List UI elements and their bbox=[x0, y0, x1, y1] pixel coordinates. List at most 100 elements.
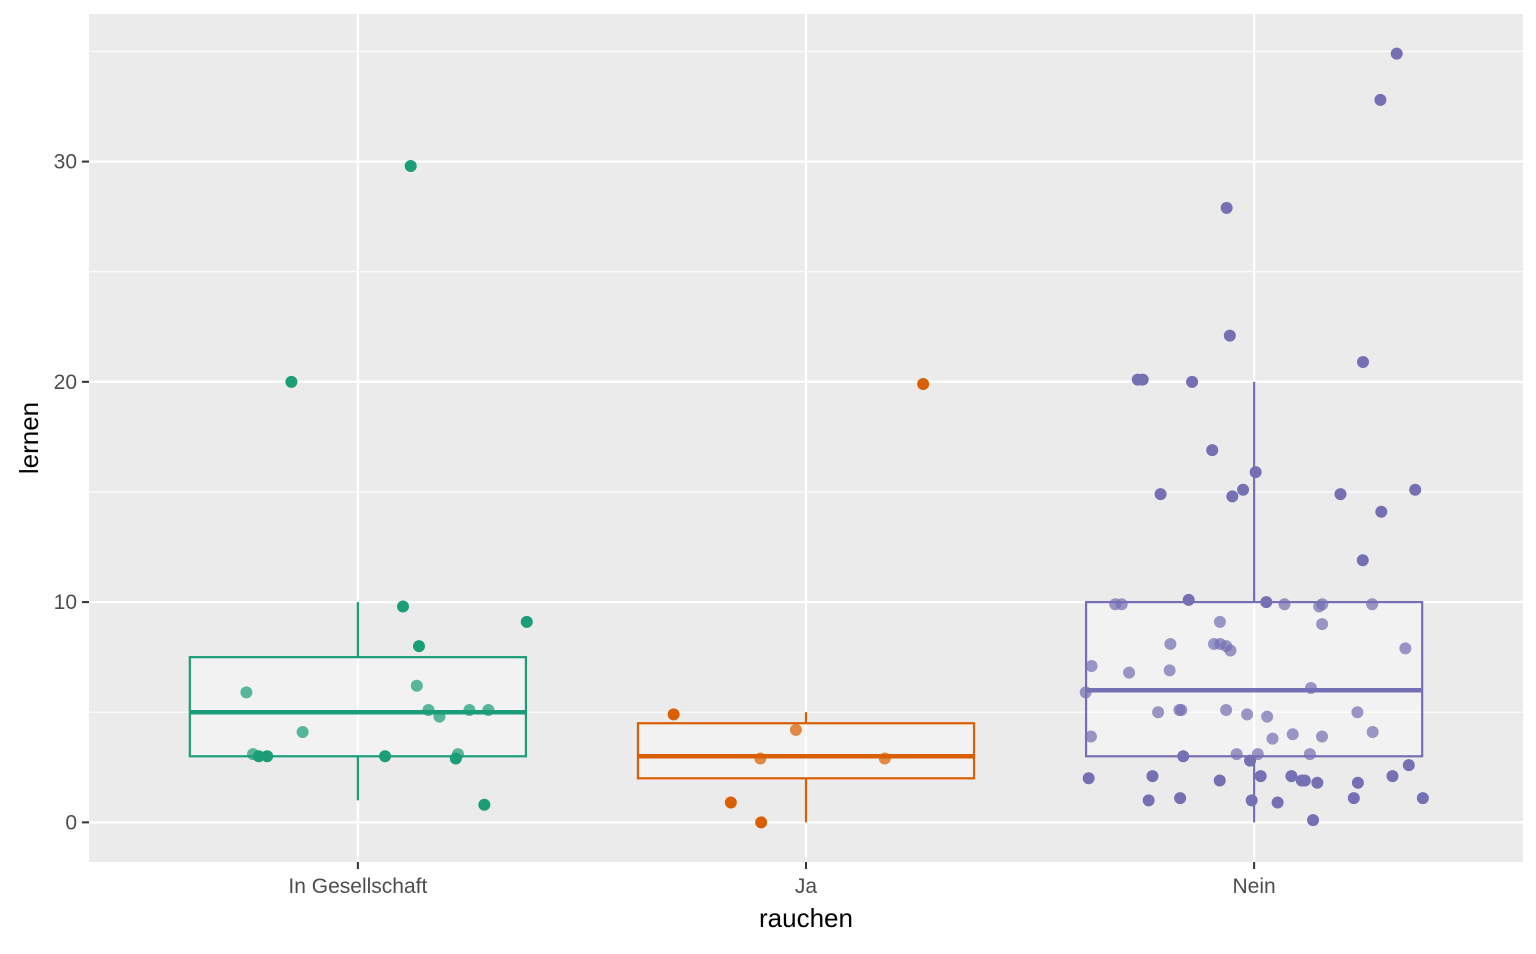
data-point bbox=[1226, 490, 1239, 503]
x-tick-label: Nein bbox=[1233, 875, 1276, 898]
data-point bbox=[789, 723, 802, 736]
data-point bbox=[1298, 774, 1311, 787]
data-point bbox=[412, 640, 425, 653]
data-point bbox=[1334, 488, 1347, 501]
data-point bbox=[1307, 814, 1320, 827]
data-point bbox=[1142, 794, 1155, 807]
data-point bbox=[1351, 776, 1364, 789]
box-iqr bbox=[636, 722, 976, 780]
x-axis: In Gesellschaft Ja Nein bbox=[288, 862, 1276, 898]
box-iqr bbox=[188, 656, 528, 758]
data-point bbox=[1386, 770, 1399, 783]
data-point bbox=[1164, 637, 1177, 650]
data-point bbox=[667, 708, 680, 721]
data-point bbox=[1082, 772, 1095, 785]
data-point bbox=[1278, 598, 1291, 611]
data-point bbox=[482, 704, 495, 717]
data-point bbox=[240, 686, 253, 699]
box-iqr bbox=[1084, 600, 1424, 758]
data-point bbox=[1174, 792, 1187, 805]
data-point bbox=[404, 159, 417, 172]
data-point bbox=[1182, 593, 1195, 606]
data-point bbox=[1366, 598, 1379, 611]
data-point bbox=[1304, 681, 1317, 694]
data-point bbox=[1316, 730, 1329, 743]
data-point bbox=[478, 798, 491, 811]
data-point bbox=[1390, 47, 1403, 60]
data-point bbox=[755, 816, 768, 829]
y-tick-label: 10 bbox=[54, 591, 77, 614]
data-point bbox=[1085, 659, 1098, 672]
data-point bbox=[1313, 600, 1326, 613]
y-axis: 0 10 20 30 bbox=[54, 151, 89, 834]
data-point bbox=[1303, 748, 1316, 761]
data-point bbox=[296, 726, 309, 739]
data-point bbox=[1366, 726, 1379, 739]
data-point bbox=[261, 750, 274, 763]
data-point bbox=[1154, 488, 1167, 501]
data-point bbox=[433, 710, 446, 723]
data-point bbox=[1416, 792, 1429, 805]
boxes-layer bbox=[188, 381, 1424, 823]
data-point bbox=[1220, 201, 1233, 214]
data-point bbox=[285, 375, 298, 388]
data-point bbox=[422, 704, 435, 717]
data-point bbox=[379, 750, 392, 763]
data-point bbox=[463, 704, 476, 717]
data-point bbox=[1241, 708, 1254, 721]
data-point bbox=[1131, 373, 1144, 386]
data-point bbox=[396, 600, 409, 613]
data-point bbox=[1375, 505, 1388, 518]
data-point bbox=[878, 752, 891, 765]
data-point bbox=[1230, 748, 1243, 761]
x-tick-label: Ja bbox=[795, 875, 818, 898]
data-point bbox=[1249, 466, 1262, 479]
data-point bbox=[1079, 686, 1092, 699]
data-point bbox=[1316, 618, 1329, 631]
data-point bbox=[724, 796, 737, 809]
y-tick-label: 20 bbox=[54, 371, 77, 394]
data-point bbox=[1163, 664, 1176, 677]
data-point bbox=[1173, 704, 1186, 717]
data-point bbox=[1311, 776, 1324, 789]
data-point bbox=[1223, 329, 1236, 342]
data-point bbox=[1084, 730, 1097, 743]
data-point bbox=[1374, 93, 1387, 106]
data-point bbox=[1271, 796, 1284, 809]
data-point bbox=[1261, 710, 1274, 723]
data-point bbox=[1356, 554, 1369, 567]
data-point bbox=[1357, 356, 1370, 369]
data-point bbox=[917, 378, 930, 391]
data-point bbox=[1224, 644, 1237, 657]
data-point bbox=[252, 750, 265, 763]
data-point bbox=[1351, 706, 1364, 719]
y-axis-title: lernen bbox=[14, 402, 44, 474]
data-point bbox=[1266, 732, 1279, 745]
points-layer bbox=[240, 47, 1429, 829]
data-point bbox=[1220, 704, 1233, 717]
data-point bbox=[1286, 728, 1299, 741]
data-point bbox=[1245, 794, 1258, 807]
data-point bbox=[1260, 596, 1273, 609]
data-point bbox=[449, 752, 462, 765]
y-tick-label: 0 bbox=[65, 811, 77, 834]
data-point bbox=[1123, 666, 1136, 679]
data-point bbox=[1409, 483, 1422, 496]
data-point bbox=[1254, 770, 1267, 783]
x-tick-label: In Gesellschaft bbox=[288, 875, 427, 898]
data-point bbox=[1244, 754, 1257, 767]
x-axis-title: rauchen bbox=[759, 903, 853, 933]
data-point bbox=[1213, 615, 1226, 628]
data-point bbox=[1177, 750, 1190, 763]
y-tick-label: 30 bbox=[54, 151, 77, 174]
data-point bbox=[1285, 770, 1298, 783]
data-point bbox=[1186, 375, 1199, 388]
data-point bbox=[410, 679, 423, 692]
data-point bbox=[1206, 444, 1219, 457]
data-point bbox=[1399, 642, 1412, 655]
data-point bbox=[520, 615, 533, 628]
data-point bbox=[1146, 770, 1159, 783]
data-point bbox=[754, 752, 767, 765]
